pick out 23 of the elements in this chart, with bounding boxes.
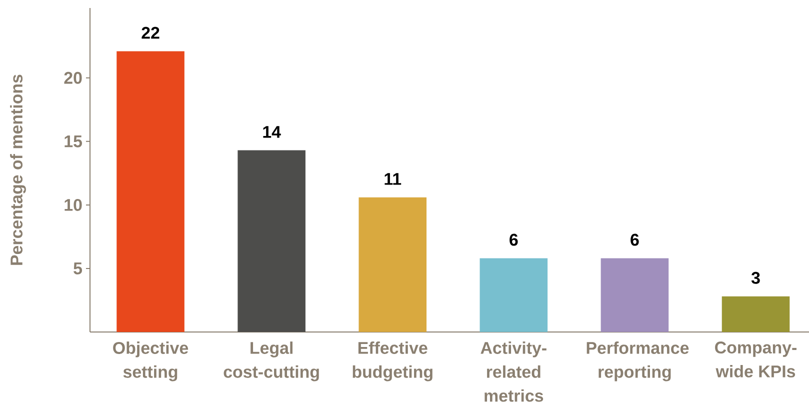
data-label: 22: [142, 26, 160, 39]
bar: [358, 197, 427, 332]
y-tick-label: 5: [74, 262, 82, 274]
bar: [238, 150, 306, 332]
x-tick-label: Activity-related metrics: [480, 342, 546, 402]
x-tick-label: Company-wide KPIs: [715, 342, 796, 378]
x-tick-label: Objective setting: [113, 342, 188, 382]
data-label: 6: [510, 234, 518, 246]
bar: [722, 296, 790, 332]
y-tick-label: 15: [64, 136, 82, 148]
x-tick-label: Effective budgeting: [352, 342, 432, 382]
x-tick-label: Performance reporting: [586, 342, 689, 382]
data-label: 6: [630, 234, 639, 246]
data-label: 14: [263, 126, 281, 138]
data-label: 11: [384, 173, 402, 185]
y-tick-label: 10: [64, 198, 82, 211]
bar: [116, 51, 184, 332]
x-tick-label: Legal cost-cutting: [224, 342, 319, 382]
y-tick-label: 20: [64, 72, 82, 84]
bar: [480, 258, 548, 332]
data-label: 3: [751, 272, 760, 284]
bar: [600, 258, 669, 332]
y-axis-title: Percentage of mentions: [10, 74, 26, 265]
